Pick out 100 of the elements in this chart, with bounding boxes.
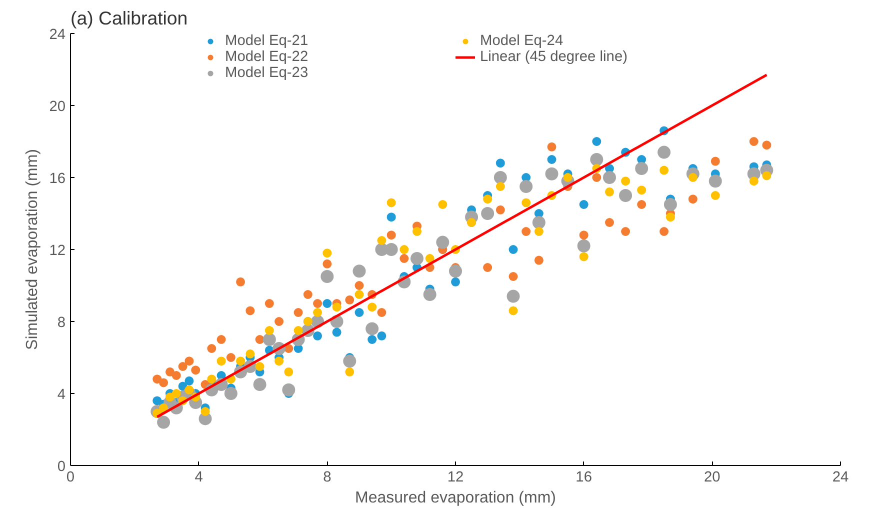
point — [332, 328, 342, 337]
point — [322, 299, 332, 308]
point — [483, 263, 492, 272]
point — [274, 317, 284, 326]
point — [184, 356, 194, 366]
point — [165, 367, 174, 376]
y-tick-label: 8 — [57, 315, 66, 331]
point — [165, 392, 174, 402]
x-axis-title: Measured evaporation (mm) — [355, 490, 556, 506]
point — [377, 236, 386, 245]
point — [534, 227, 544, 236]
y-tick-label: 12 — [49, 243, 66, 259]
point — [400, 254, 409, 263]
point — [386, 212, 396, 222]
point — [264, 326, 274, 335]
point — [236, 277, 246, 286]
point — [635, 162, 648, 175]
point — [522, 227, 531, 236]
point — [345, 295, 354, 304]
point — [322, 259, 332, 268]
point — [592, 173, 602, 182]
point — [274, 356, 284, 366]
point — [660, 227, 669, 236]
point — [226, 353, 236, 362]
point — [637, 200, 646, 209]
point — [508, 245, 518, 254]
point — [303, 290, 312, 299]
point — [508, 272, 518, 281]
x-tick-label: 12 — [447, 470, 464, 486]
point — [619, 189, 632, 202]
point — [352, 264, 366, 278]
point — [410, 252, 424, 265]
point — [579, 252, 588, 262]
point — [216, 335, 226, 344]
point — [354, 290, 364, 299]
y-axis-title: Simulated evaporation (mm) — [24, 149, 42, 350]
point — [660, 166, 669, 175]
point — [354, 308, 364, 317]
point — [658, 146, 671, 159]
point — [246, 306, 255, 316]
point — [354, 281, 364, 290]
point — [605, 218, 614, 227]
point — [451, 277, 460, 286]
point — [449, 264, 462, 278]
point — [184, 376, 194, 386]
point — [494, 171, 507, 184]
point — [368, 335, 377, 344]
point — [184, 385, 194, 394]
point — [377, 308, 386, 317]
point — [343, 354, 356, 368]
point — [282, 383, 296, 396]
point — [386, 198, 396, 208]
point — [159, 378, 168, 388]
legend-label: Model Eq-22 — [225, 49, 310, 65]
point — [496, 182, 505, 191]
point — [579, 200, 588, 209]
point — [708, 174, 722, 188]
point — [255, 362, 264, 371]
point — [157, 416, 170, 429]
point — [547, 155, 556, 164]
point — [255, 335, 264, 344]
point — [425, 254, 434, 263]
point — [710, 156, 720, 166]
point — [412, 227, 422, 236]
point — [545, 167, 558, 180]
point — [246, 349, 255, 358]
point — [178, 362, 188, 371]
point — [294, 308, 303, 317]
point — [313, 331, 322, 340]
point — [436, 236, 450, 249]
point — [386, 230, 396, 240]
point — [159, 403, 168, 412]
x-tick-label: 4 — [194, 470, 203, 486]
chart-title: (a) Calibration — [70, 8, 188, 28]
point — [496, 158, 505, 168]
point — [621, 227, 630, 236]
point — [236, 356, 246, 366]
point — [384, 243, 398, 256]
point — [262, 333, 276, 346]
y-tick-label: 0 — [57, 459, 66, 475]
point — [621, 176, 630, 186]
point — [322, 248, 332, 258]
point — [605, 187, 614, 196]
point — [762, 140, 772, 150]
point — [294, 326, 303, 335]
point — [590, 153, 604, 166]
point — [313, 308, 322, 317]
y-tick-label: 16 — [49, 171, 66, 187]
point — [483, 194, 492, 204]
point — [532, 216, 546, 229]
point — [666, 212, 675, 222]
point — [577, 239, 590, 252]
point — [366, 322, 379, 336]
point — [216, 356, 226, 366]
point — [710, 191, 720, 200]
legend-label: Model Eq-21 — [225, 33, 310, 49]
point — [749, 137, 758, 146]
point — [762, 171, 772, 180]
x-tick-label: 24 — [832, 470, 849, 486]
y-tick-label: 24 — [49, 27, 66, 43]
